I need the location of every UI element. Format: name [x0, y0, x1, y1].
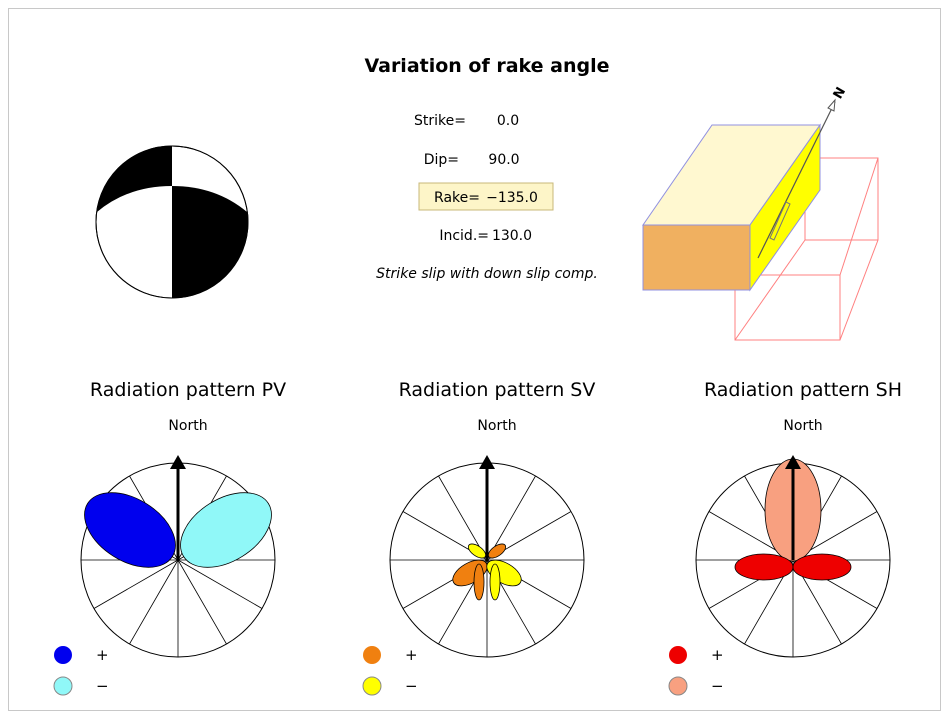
spoke	[177, 559, 227, 645]
panel-title: Radiation pattern PV	[90, 379, 286, 401]
lobe	[489, 563, 501, 601]
radiation-panel: Radiation pattern SV North + −	[362, 379, 596, 696]
legend-sign: −	[711, 677, 724, 695]
legend-sign: +	[405, 646, 418, 664]
spoke	[129, 559, 179, 645]
beachball	[95, 145, 249, 299]
param-label: Strike=	[414, 113, 466, 129]
title: Variation of rake angle	[364, 55, 609, 77]
radiation-panel: Radiation pattern PV North + −	[53, 379, 286, 696]
panel-title: Radiation pattern SH	[704, 379, 902, 401]
lobe	[467, 543, 487, 559]
param-value: 130.0	[492, 228, 532, 244]
param-value[interactable]: −135.0	[486, 190, 538, 206]
legend-sign: −	[96, 677, 109, 695]
north-arrowhead	[785, 455, 801, 469]
legend-sign: −	[405, 677, 418, 695]
lobe	[84, 492, 176, 568]
north-arrowhead	[170, 455, 186, 469]
legend-swatch	[669, 646, 687, 664]
param-label: Incid.=	[439, 228, 489, 244]
north-arrowhead	[479, 455, 495, 469]
param-label[interactable]: Rake=	[434, 190, 480, 206]
north-label: North	[783, 418, 822, 434]
legend-swatch	[668, 676, 688, 696]
lobe	[180, 492, 272, 568]
legend-swatch	[362, 676, 382, 696]
spoke	[177, 559, 263, 609]
lobe	[792, 553, 852, 581]
legend-sign: +	[96, 646, 109, 664]
north-label: North	[477, 418, 516, 434]
legend-swatch	[54, 646, 72, 664]
fault-block: N	[642, 85, 879, 341]
spoke	[93, 559, 179, 609]
rake-highlight[interactable]	[418, 182, 554, 211]
param-label: Dip=	[424, 152, 459, 168]
panel-title: Radiation pattern SV	[399, 379, 596, 401]
lobe	[487, 543, 507, 559]
legend-swatch	[363, 646, 381, 664]
lobe	[473, 563, 485, 601]
legend-sign: +	[711, 646, 724, 664]
radiation-panel: Radiation pattern SH North + −	[668, 379, 902, 696]
param-value: 90.0	[488, 152, 519, 168]
lobe	[734, 553, 794, 581]
north-label: North	[168, 418, 207, 434]
legend-swatch	[53, 676, 73, 696]
description: Strike slip with down slip comp.	[376, 266, 598, 282]
param-value: 0.0	[497, 113, 519, 129]
